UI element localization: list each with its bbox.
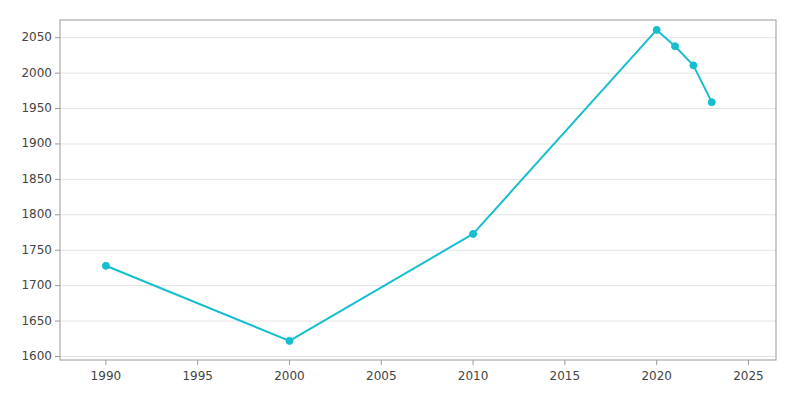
y-tick [55, 37, 60, 38]
x-axis: 1990 1995 2000 2005 2010 2015 2020 2025 [91, 360, 764, 383]
x-tick-label: 2015 [550, 369, 581, 383]
y-tick-label: 2000 [21, 66, 52, 80]
grid-line [60, 73, 776, 74]
y-tick-label: 1600 [21, 349, 52, 363]
x-tick-label: 2025 [733, 369, 764, 383]
x-tick [105, 360, 106, 365]
chart-container: 1600 1650 1700 1750 1800 1850 1900 1950 2000 2050… [0, 0, 800, 400]
y-tick-label: 1800 [21, 207, 52, 221]
x-tick-label: 1990 [91, 369, 122, 383]
x-tick-label: 2005 [366, 369, 397, 383]
x-tick [381, 360, 382, 365]
y-tick [55, 285, 60, 286]
marker [286, 337, 293, 344]
grid-line [60, 179, 776, 180]
x-tick [564, 360, 565, 365]
y-tick [55, 73, 60, 74]
plot-background [60, 20, 776, 360]
y-tick-label: 2050 [21, 30, 52, 44]
grid [60, 38, 776, 357]
y-tick-label: 1650 [21, 314, 52, 328]
x-tick [473, 360, 474, 365]
y-tick [55, 108, 60, 109]
x-tick [289, 360, 290, 365]
y-tick [55, 143, 60, 144]
x-tick-label: 2000 [274, 369, 305, 383]
marker [470, 230, 477, 237]
grid-line [60, 143, 776, 144]
grid-line [60, 37, 776, 38]
marker [672, 43, 679, 50]
y-tick-label: 1850 [21, 172, 52, 186]
x-tick-label: 2010 [458, 369, 489, 383]
marker [653, 26, 660, 33]
y-tick-label: 1900 [21, 136, 52, 150]
y-tick [55, 250, 60, 251]
grid-line [60, 214, 776, 215]
y-tick [55, 214, 60, 215]
grid-line [60, 321, 776, 322]
marker [102, 262, 109, 269]
line [106, 30, 712, 341]
x-tick-label: 2020 [641, 369, 672, 383]
y-axis: 1600 1650 1700 1750 1800 1850 1900 1950 2000 2050 [21, 30, 60, 363]
y-tick [55, 356, 60, 357]
grid-line [60, 285, 776, 286]
series [102, 26, 715, 344]
y-tick-label: 1750 [21, 243, 52, 257]
marker [708, 99, 715, 106]
y-tick [55, 321, 60, 322]
x-tick [748, 360, 749, 365]
grid-line [60, 356, 776, 357]
grid-line [60, 250, 776, 251]
y-tick-label: 1700 [21, 278, 52, 292]
y-tick-label: 1950 [21, 101, 52, 115]
x-tick [656, 360, 657, 365]
marker [690, 62, 697, 69]
chart: 1600 1650 1700 1750 1800 1850 1900 1950 2000 2050… [0, 0, 800, 400]
plot-frame [60, 20, 776, 360]
x-tick-label: 1995 [182, 369, 213, 383]
grid-line [60, 108, 776, 109]
x-tick [197, 360, 198, 365]
y-tick [55, 179, 60, 180]
